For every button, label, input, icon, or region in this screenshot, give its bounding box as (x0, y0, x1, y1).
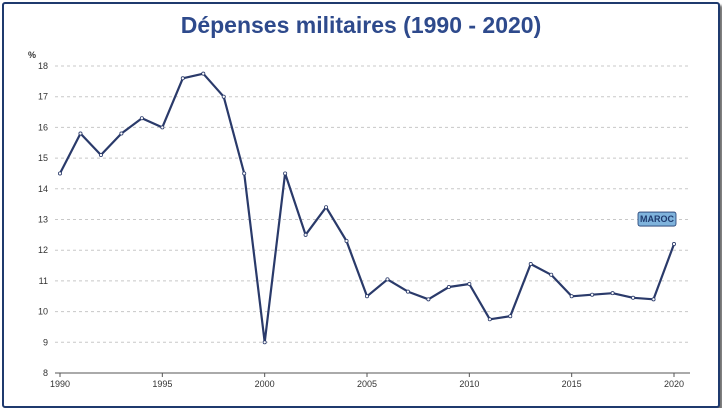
x-tick-2000: 2000 (255, 379, 275, 389)
y-tick-17: 17 (38, 92, 48, 102)
data-point-2009[interactable] (446, 285, 451, 290)
data-point-1996[interactable] (180, 76, 185, 81)
y-tick-15: 15 (38, 153, 48, 163)
data-point-1998[interactable] (221, 94, 226, 99)
x-tick-1990: 1990 (50, 379, 70, 389)
data-point-2016[interactable] (590, 292, 595, 297)
data-point-2013[interactable] (528, 262, 533, 267)
data-point-2004[interactable] (344, 238, 349, 243)
x-tick-1995: 1995 (152, 379, 172, 389)
data-point-2020[interactable] (672, 242, 677, 247)
y-tick-14: 14 (38, 184, 48, 194)
data-point-2014[interactable] (549, 272, 554, 277)
data-point-2019[interactable] (651, 297, 656, 302)
data-point-2005[interactable] (364, 294, 369, 299)
data-point-2018[interactable] (631, 295, 636, 300)
data-point-2017[interactable] (610, 291, 615, 296)
x-tick-2005: 2005 (357, 379, 377, 389)
data-point-2010[interactable] (467, 281, 472, 286)
data-point-2001[interactable] (283, 171, 288, 176)
y-tick-labels: 8 9 10 11 12 13 14 15 16 17 18 (38, 61, 48, 378)
data-point-2012[interactable] (508, 314, 513, 319)
data-point-1999[interactable] (242, 171, 247, 176)
data-point-1993[interactable] (119, 131, 124, 136)
x-tick-2010: 2010 (459, 379, 479, 389)
data-point-2008[interactable] (426, 297, 431, 302)
data-point-1997[interactable] (201, 71, 206, 76)
y-tick-16: 16 (38, 122, 48, 132)
series-label-badge: MAROC (637, 211, 677, 227)
data-point-2006[interactable] (385, 277, 390, 282)
data-point-1992[interactable] (98, 153, 103, 158)
data-point-2000[interactable] (262, 340, 267, 345)
series-label-box (637, 211, 677, 227)
data-point-1990[interactable] (58, 171, 63, 176)
x-tick-2020: 2020 (664, 379, 684, 389)
y-tick-18: 18 (38, 61, 48, 71)
series-group (58, 71, 677, 345)
y-axis-label: % (28, 50, 36, 60)
data-point-2007[interactable] (405, 289, 410, 294)
chart-title: Dépenses militaires (1990 - 2020) (180, 12, 542, 38)
y-tick-13: 13 (38, 215, 48, 225)
series-label-text: MAROC (640, 214, 674, 224)
x-tick-labels: 1990 1995 2000 2005 2010 2015 2020 (50, 373, 684, 389)
y-tick-11: 11 (39, 276, 48, 286)
grid-lines (55, 65, 690, 343)
y-tick-8: 8 (43, 368, 48, 378)
data-point-1994[interactable] (139, 116, 144, 121)
data-point-2015[interactable] (569, 294, 574, 299)
data-point-2002[interactable] (303, 232, 308, 237)
data-point-2003[interactable] (324, 205, 329, 210)
data-point-1991[interactable] (78, 131, 83, 136)
series-line-maroc (59, 72, 676, 344)
data-point-2011[interactable] (487, 317, 492, 322)
y-tick-12: 12 (38, 245, 48, 255)
y-tick-10: 10 (38, 307, 48, 317)
y-tick-9: 9 (43, 337, 48, 347)
data-point-1995[interactable] (160, 125, 165, 130)
x-tick-2015: 2015 (562, 379, 582, 389)
